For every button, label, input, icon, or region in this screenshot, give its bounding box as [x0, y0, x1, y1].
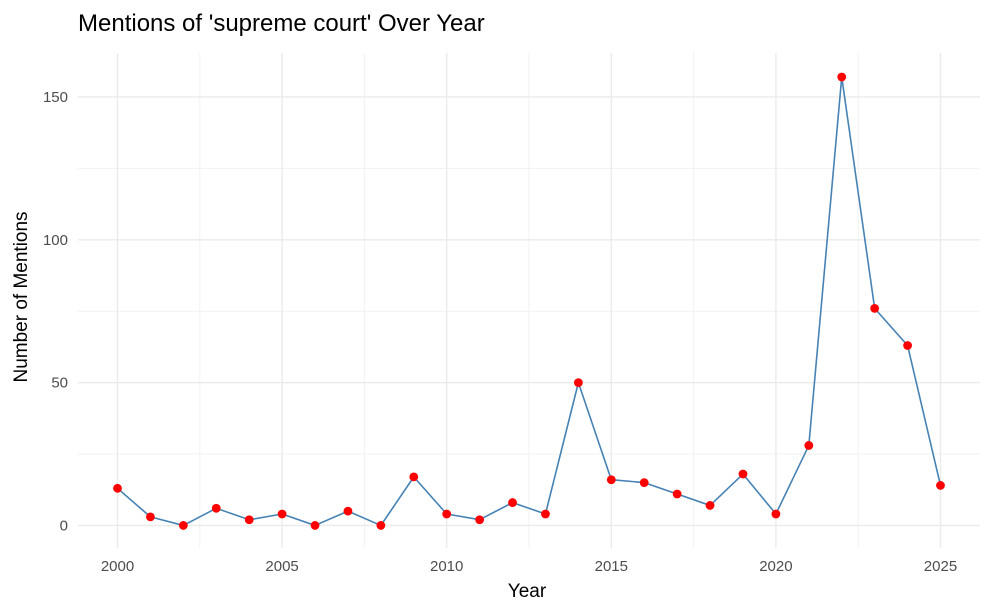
series-line [116, 76, 942, 527]
data-point [639, 478, 649, 487]
data-point [573, 378, 583, 388]
data-point [376, 521, 386, 530]
data-point [738, 469, 748, 479]
data-point [837, 72, 847, 82]
x-tick-label: 2005 [265, 558, 298, 575]
data-point [771, 509, 781, 519]
data-point [244, 515, 254, 525]
data-point [804, 441, 814, 450]
y-axis-title: Number of Mentions [11, 211, 32, 382]
x-tick-label: 2015 [595, 558, 628, 575]
chart-title: Mentions of 'supreme court' Over Year [78, 10, 485, 37]
tick-labels: 2000 2005 2010 2015 2020 2025 0 50 100 150 [43, 89, 957, 575]
data-point [672, 489, 682, 499]
data-point [475, 515, 485, 525]
data-point [113, 483, 122, 493]
y-tick-label: 50 [51, 375, 68, 392]
data-point [146, 512, 155, 522]
y-tick-label: 100 [43, 232, 68, 249]
data-point [343, 506, 353, 516]
data-point [442, 509, 452, 519]
x-tick-label: 2025 [924, 558, 957, 575]
x-tick-label: 2020 [759, 558, 792, 575]
data-point [870, 303, 880, 313]
data-point [277, 509, 287, 519]
data-point [705, 501, 715, 510]
x-tick-label: 2010 [430, 558, 463, 575]
data-point [310, 521, 320, 530]
data-point [409, 472, 419, 482]
data-point [903, 341, 912, 350]
data-point [606, 475, 616, 485]
series-layer [113, 72, 945, 530]
data-point [541, 509, 550, 519]
grid [78, 53, 980, 548]
y-tick-label: 150 [43, 89, 68, 106]
x-axis-title: Year [508, 581, 547, 602]
y-tick-label: 0 [60, 517, 68, 534]
data-point [211, 503, 221, 513]
x-tick-label: 2000 [101, 558, 134, 575]
data-point [508, 498, 517, 507]
data-point [178, 521, 188, 530]
data-point [936, 481, 945, 490]
